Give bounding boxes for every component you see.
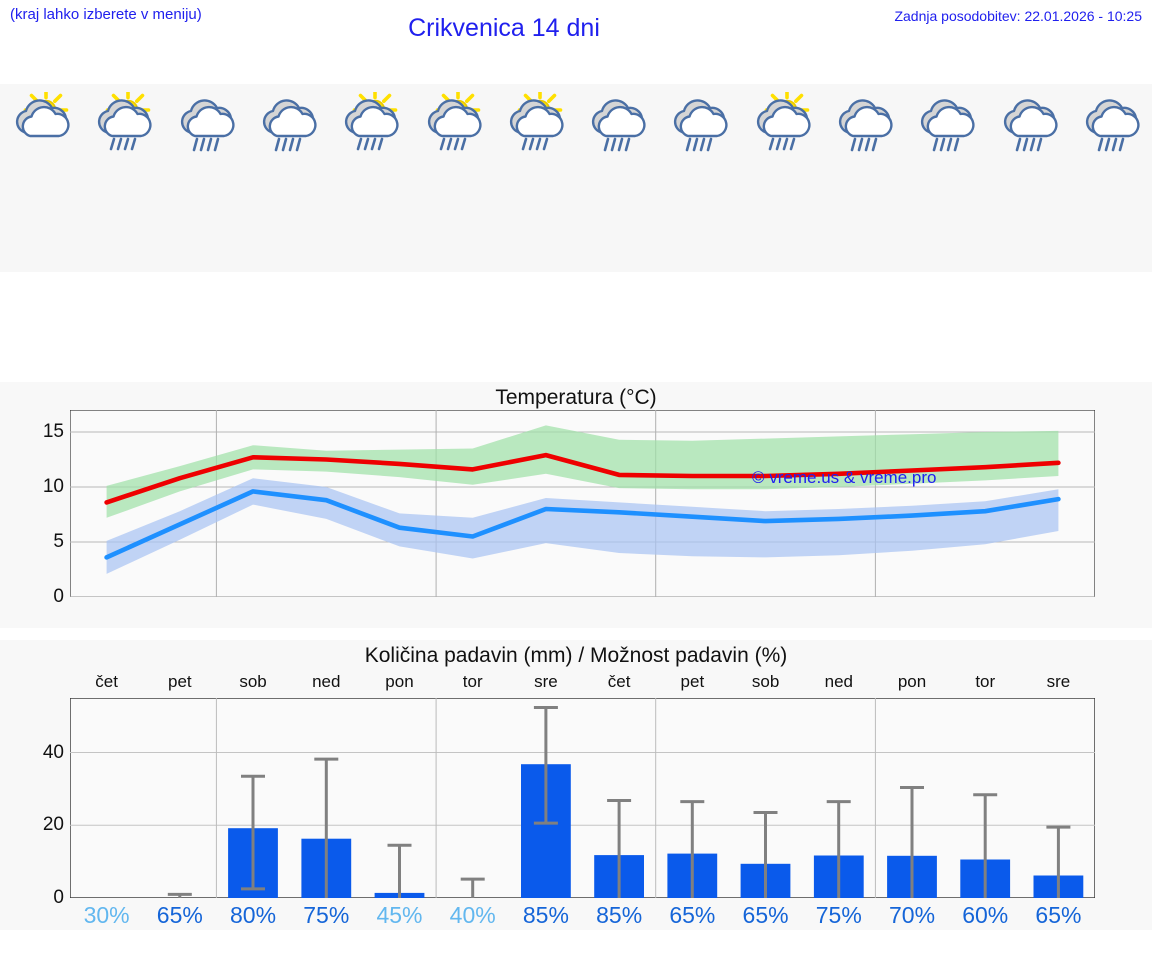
day-forecast-cell[interactable] [411,84,493,272]
precipitation-day-label: sob [751,672,780,691]
day-forecast-cell[interactable] [576,84,658,272]
precipitation-day-label: ned [312,672,341,691]
precipitation-day-label: čet [95,672,118,691]
temperature-y-axis-labels: 0 5 10 15 [0,410,64,607]
precipitation-day-label: sob [239,672,267,691]
y-axis-tick-label: 15 [42,421,64,442]
sun-cloud-rain-icon [741,92,823,154]
precipitation-bar-chart [70,698,1095,898]
y-axis-tick-label: 0 [53,586,64,607]
cloud-rain-icon [247,92,329,154]
sun-cloud-rain-icon [82,92,164,154]
precipitation-probability: 85% [522,902,569,928]
precipitation-day-label: tor [462,672,483,691]
precipitation-day-label: pet [680,672,705,691]
sun-cloud-rain-icon [329,92,411,154]
copyright-watermark: © vreme.us & vreme.pro [752,468,937,487]
precipitation-plot [70,698,1095,898]
precipitation-probability: 75% [815,902,862,928]
sun-cloud-icon [0,92,82,154]
cloud-rain-icon [987,92,1069,154]
y-axis-tick-label: 5 [53,531,64,552]
precipitation-probability: 65% [669,902,716,928]
precipitation-day-label: ned [824,672,853,691]
precipitation-probability-row: 30% 65% 80% 75% 45% 40% 85% 85% 65% 65% 75% 70% 60% 6… [70,902,1095,929]
precipitation-y-axis-labels: 0 20 40 [0,698,64,909]
cloud-rain-icon [658,92,740,154]
y-axis-tick-label: 40 [42,741,64,763]
day-forecast-cell[interactable] [247,84,329,272]
precipitation-day-label: tor [975,672,996,691]
precipitation-probability: 65% [1035,902,1082,928]
precipitation-probability: 40% [449,902,496,928]
page-title: Crikvenica 14 dni [408,14,600,42]
day-forecast-cell[interactable] [165,84,247,272]
precipitation-probability: 65% [742,902,789,928]
daily-forecast-strip [0,84,1152,272]
sun-cloud-rain-icon [494,92,576,154]
day-forecast-cell[interactable] [905,84,987,272]
menu-hint-text: (kraj lahko izberete v meniju) [10,6,202,23]
precipitation-probability: 65% [156,902,203,928]
day-forecast-cell[interactable] [329,84,411,272]
precipitation-day-label: sre [534,672,558,691]
temperature-plot [70,410,1095,597]
y-axis-tick-label: 10 [42,476,64,497]
cloud-rain-icon [823,92,905,154]
cloud-rain-icon [905,92,987,154]
precipitation-probability: 30% [83,902,130,928]
sun-cloud-rain-icon [411,92,493,154]
day-forecast-cell[interactable] [1070,84,1152,272]
precipitation-day-label: pet [168,672,192,691]
temperature-chart-section: Temperatura (°C) 0 5 10 15 [0,382,1152,628]
day-forecast-cell[interactable] [82,84,164,272]
precipitation-day-label: pon [897,672,927,691]
precipitation-chart-section: Količina padavin (mm) / Možnost padavin … [0,640,1152,930]
day-forecast-cell[interactable] [494,84,576,272]
day-forecast-cell[interactable] [0,84,82,272]
last-updated-text: Zadnja posodobitev: 22.01.2026 - 10:25 [894,8,1142,24]
day-forecast-cell[interactable] [823,84,905,272]
precipitation-probability: 45% [376,902,423,928]
y-axis-tick-label: 20 [42,814,64,836]
day-forecast-cell[interactable] [987,84,1069,272]
precipitation-probability: 75% [303,902,350,928]
precipitation-day-labels: čet pet sob ned pon tor sre čet pet sob ned pon tor s… [70,672,1095,692]
day-forecast-cell[interactable] [658,84,740,272]
y-axis-tick-label: 0 [53,887,64,908]
precipitation-day-label: pon [385,672,414,691]
day-forecast-cell[interactable] [741,84,823,272]
precipitation-chart-title: Količina padavin (mm) / Možnost padavin … [364,644,788,667]
precipitation-probability: 60% [962,902,1009,928]
temperature-line-chart [70,410,1095,597]
precipitation-probability: 85% [596,902,643,928]
precipitation-day-label: sre [1046,672,1071,691]
temperature-chart-title: Temperatura (°C) [495,386,657,409]
page-header: (kraj lahko izberete v meniju) Crikvenic… [0,0,1152,56]
cloud-rain-icon [165,92,247,154]
precipitation-probability: 80% [230,902,277,928]
cloud-rain-icon [1070,92,1152,154]
precipitation-probability: 70% [888,902,936,928]
cloud-rain-icon [576,92,658,154]
precipitation-day-label: čet [607,672,631,691]
